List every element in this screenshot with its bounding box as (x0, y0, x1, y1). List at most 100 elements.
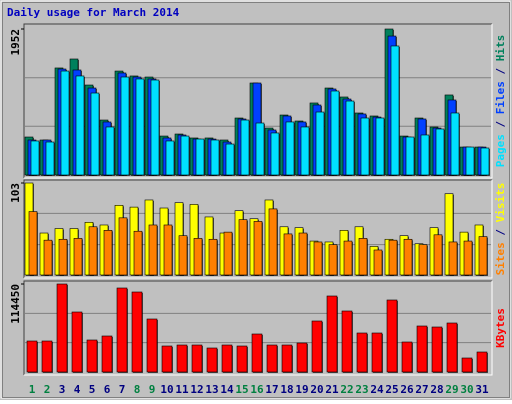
bar (478, 236, 488, 276)
bar (178, 235, 188, 276)
bar (463, 240, 473, 276)
bar (165, 140, 175, 176)
x-tick-label: 27 (415, 383, 428, 396)
x-tick-label: 10 (160, 383, 173, 396)
panel-border-light (24, 24, 493, 179)
bar (161, 345, 173, 373)
bar (281, 344, 293, 373)
x-tick-label: 30 (460, 383, 473, 396)
x-tick-label: 8 (134, 383, 141, 396)
bar (120, 76, 130, 176)
legend-entry: Hits (494, 35, 507, 62)
bar (388, 239, 398, 276)
bar (476, 351, 488, 373)
bar (45, 141, 55, 176)
bar (450, 112, 460, 176)
x-tick-label: 11 (175, 383, 189, 396)
bar (193, 238, 203, 276)
bar (300, 126, 310, 176)
bar (75, 75, 85, 176)
bar (313, 241, 323, 276)
chart-title: Daily usage for March 2014 (7, 6, 180, 19)
bar (371, 332, 383, 373)
bar (253, 221, 263, 276)
bar (58, 238, 68, 276)
bar (401, 341, 413, 373)
bar (56, 283, 68, 373)
legend-separator: / (494, 222, 507, 242)
bar (43, 239, 53, 276)
x-tick-label: 1 (29, 383, 36, 396)
x-tick-label: 23 (355, 383, 368, 396)
panel-border-dark (23, 280, 492, 375)
bar (133, 230, 143, 276)
bar (403, 238, 413, 276)
bar (343, 240, 353, 276)
x-tick-label: 29 (445, 383, 458, 396)
bar (311, 320, 323, 373)
x-tick-label: 3 (59, 383, 66, 396)
bar (101, 335, 113, 373)
bar (418, 244, 428, 276)
x-tick-label: 19 (295, 383, 308, 396)
bar (88, 226, 98, 276)
bar (73, 238, 83, 276)
x-tick-label: 9 (149, 383, 156, 396)
legend-entry: Files (494, 81, 507, 114)
bar (236, 345, 248, 373)
bar (405, 136, 415, 176)
bar (341, 310, 353, 373)
bar (206, 347, 218, 373)
bar (283, 233, 293, 276)
bar (191, 344, 203, 373)
bar (131, 291, 143, 373)
x-tick-label: 6 (104, 383, 111, 396)
bar (146, 318, 158, 373)
legend-separator: / (494, 114, 507, 134)
bar (326, 295, 338, 373)
bar (373, 249, 383, 276)
bar (26, 340, 38, 373)
y-tick-label: 114450 (9, 284, 22, 324)
bar (180, 135, 190, 176)
bar (105, 126, 115, 176)
x-tick-label: 14 (220, 383, 234, 396)
bar (240, 119, 250, 176)
x-tick-label: 5 (89, 383, 96, 396)
bar (435, 128, 445, 176)
panel-border-light (24, 180, 493, 279)
x-tick-label: 20 (310, 383, 323, 396)
bar (255, 122, 265, 176)
bar (148, 224, 158, 276)
bar (30, 140, 40, 176)
bar (221, 344, 233, 373)
legend-entry: Visits (494, 183, 507, 223)
panel-border-light (24, 281, 493, 376)
bar (150, 79, 160, 176)
panel-border-dark (23, 179, 492, 278)
bar (41, 340, 53, 373)
bar (210, 139, 220, 176)
bar (356, 332, 368, 373)
x-tick-label: 13 (205, 383, 218, 396)
bar (116, 287, 128, 373)
bar (135, 78, 145, 176)
x-tick-label: 24 (370, 383, 384, 396)
y-tick-label: 1952 (9, 29, 22, 56)
bar (90, 92, 100, 176)
bar (28, 211, 38, 276)
bar (71, 311, 83, 373)
legend-entry: KBytes (494, 308, 507, 348)
bar (328, 244, 338, 276)
bar (433, 234, 443, 276)
bar (420, 134, 430, 176)
bar (386, 299, 398, 373)
bar (268, 208, 278, 276)
bar (375, 117, 385, 176)
bar (315, 111, 325, 176)
bar (461, 357, 473, 373)
bar (118, 217, 128, 276)
x-tick-label: 25 (385, 383, 398, 396)
x-tick-label: 15 (235, 383, 248, 396)
